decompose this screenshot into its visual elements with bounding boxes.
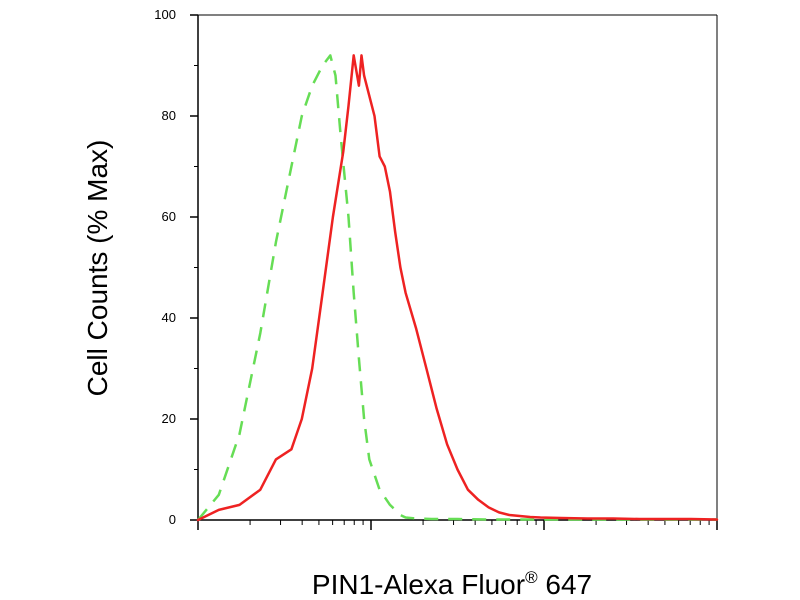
x-axis-title-main: PIN1-Alexa Fluor [312, 569, 525, 600]
axes-frame [197, 14, 718, 521]
y-tick-label: 100 [154, 7, 176, 22]
pin1-histogram [196, 54, 719, 522]
y-tick-label: 20 [162, 411, 176, 426]
y-tick-label: 80 [162, 108, 176, 123]
y-tick-label: 0 [169, 512, 176, 527]
x-axis-title-suffix: 647 [538, 569, 593, 600]
x-axis-title: PIN1-Alexa Fluor® 647 [312, 568, 592, 600]
isotype-control-histogram [197, 54, 717, 521]
x-axis-title-superscript: ® [525, 568, 538, 587]
x-axis-ticks [197, 520, 718, 530]
y-axis-title: Cell Counts (% Max) [82, 140, 113, 397]
y-tick-label: 40 [162, 310, 176, 325]
y-tick-label: 60 [162, 209, 176, 224]
series-layer [196, 54, 719, 522]
y-axis-ticks: 0 20 40 60 80 100 [154, 7, 198, 527]
